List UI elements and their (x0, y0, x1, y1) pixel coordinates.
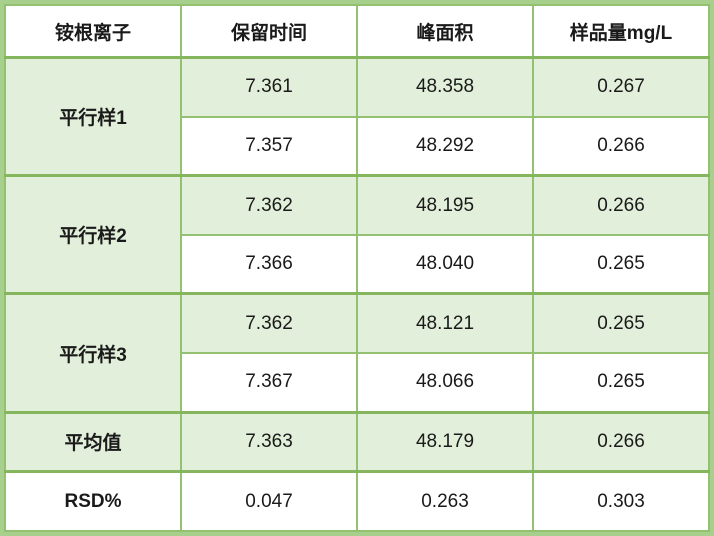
value-cell: 0.266 (532, 410, 710, 473)
rsd-row: RSD% 0.047 0.263 0.303 (4, 470, 710, 533)
value-cell: 7.357 (180, 115, 358, 177)
group-label-cell: 平行样1 (4, 55, 182, 177)
group-label-cell: 平行样3 (4, 292, 182, 414)
summary-label-cell: RSD% (4, 470, 182, 533)
table-row: 7.366 48.040 0.265 (5, 233, 710, 295)
table-row: 7.357 48.292 0.266 (5, 115, 710, 177)
value-cell: 7.363 (180, 410, 358, 473)
table-row: 平行样2 7.362 48.195 0.266 (4, 174, 710, 295)
value-cell: 0.263 (356, 470, 534, 533)
table-body: 平行样1 7.361 48.358 0.267 7.357 48.292 0.2… (4, 55, 710, 533)
header-cell-peak-area: 峰面积 (356, 4, 534, 59)
header-cell-ion: 铵根离子 (4, 4, 182, 59)
value-cell: 48.292 (356, 115, 534, 177)
header-cell-retention-time: 保留时间 (180, 4, 358, 59)
average-row: 平均值 7.363 48.179 0.266 (4, 410, 710, 473)
value-cell: 7.362 (180, 174, 358, 236)
table-header: 铵根离子 保留时间 峰面积 样品量mg/L (4, 4, 710, 59)
value-cell: 7.361 (180, 55, 358, 118)
summary-label-cell: 平均值 (4, 410, 182, 473)
value-cell: 0.047 (180, 470, 358, 533)
value-cell: 48.040 (356, 233, 534, 295)
value-cell: 48.121 (356, 292, 534, 355)
value-cell: 0.303 (532, 470, 710, 533)
value-cell: 0.265 (532, 292, 710, 355)
value-cell: 0.266 (532, 174, 710, 236)
ammonium-results-table: 铵根离子 保留时间 峰面积 样品量mg/L 平行样1 7.361 48.358 … (4, 4, 710, 533)
value-cell: 48.179 (356, 410, 534, 473)
group-label-cell: 平行样2 (4, 174, 182, 295)
value-cell: 48.066 (356, 352, 534, 414)
value-cell: 0.265 (532, 233, 710, 295)
header-row: 铵根离子 保留时间 峰面积 样品量mg/L (4, 4, 710, 59)
table-row: 平行样1 7.361 48.358 0.267 (4, 55, 710, 177)
value-cell: 7.367 (180, 352, 358, 414)
value-cell: 0.266 (532, 115, 710, 177)
table-row: 7.367 48.066 0.265 (5, 352, 710, 414)
value-cell: 7.362 (180, 292, 358, 355)
value-cell: 48.358 (356, 55, 534, 118)
value-cell: 0.267 (532, 55, 710, 118)
value-cell: 48.195 (356, 174, 534, 236)
table-row: 平行样3 7.362 48.121 0.265 (4, 292, 710, 414)
header-cell-sample-amount: 样品量mg/L (532, 4, 710, 59)
value-cell: 7.366 (180, 233, 358, 295)
value-cell: 0.265 (532, 352, 710, 414)
